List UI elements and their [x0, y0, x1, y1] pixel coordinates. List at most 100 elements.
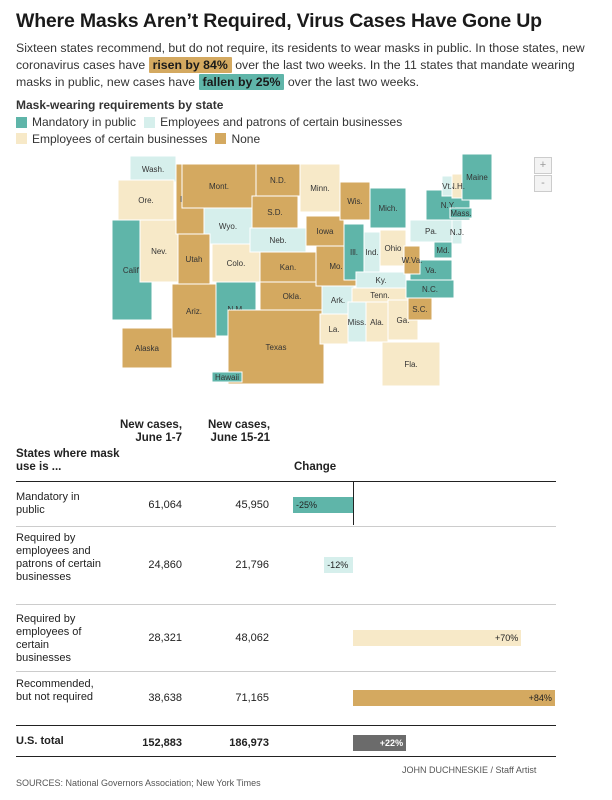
state-shape: [181, 163, 257, 209]
state-label: Colo.: [227, 259, 246, 268]
row-label: Required by employees of certain busines…: [16, 613, 82, 664]
zero-axis: [353, 481, 354, 525]
state-label: Nev.: [151, 247, 167, 256]
state-shape: [461, 153, 493, 201]
state-label: S.D.: [267, 208, 283, 217]
state-shape: [319, 313, 349, 345]
state-label: Ga.: [397, 316, 410, 325]
legend-title: Mask-wearing requirements by state: [16, 98, 224, 112]
state-label: S.C.: [412, 305, 428, 314]
row-divider: [16, 526, 556, 527]
state-label: N.H.: [449, 182, 465, 191]
legend-label: Mandatory in public: [32, 115, 137, 129]
state-label: Va.: [425, 266, 436, 275]
state-label: Ore.: [138, 196, 154, 205]
change-label: -12%: [327, 560, 349, 570]
legend-item: Employees of certain businesses: [16, 131, 207, 147]
state-label: Vt.: [442, 182, 452, 191]
highlight-fallen: fallen by 25%: [198, 74, 285, 90]
legend-swatch: [16, 116, 27, 128]
state-shape: [339, 181, 371, 221]
state-label: La.: [328, 325, 339, 334]
state-label: Wis.: [347, 197, 363, 206]
state-shape: [451, 219, 463, 245]
state-shape: [211, 371, 243, 383]
state-label: Miss.: [348, 318, 367, 327]
col-head-june-1-7: New cases, June 1-7: [120, 419, 183, 444]
headline: Where Masks Aren’t Required, Virus Cases…: [16, 10, 542, 32]
row-divider: [16, 671, 556, 672]
state-label: Neb.: [270, 236, 287, 245]
state-label: N.J.: [450, 228, 464, 237]
col-head-change: Change: [294, 461, 337, 473]
state-label: Minn.: [310, 184, 330, 193]
change-label: +84%: [528, 693, 552, 703]
zoom-in-button[interactable]: +: [534, 157, 552, 174]
total-row-label: U.S. total: [16, 735, 64, 747]
header-rule: [16, 481, 556, 482]
legend-swatch: [144, 116, 156, 128]
state-label: Maine: [466, 173, 488, 182]
bottom-rule: [16, 756, 556, 757]
state-label: Md.: [436, 246, 449, 255]
legend-label: Employees and patrons of certain busines…: [160, 115, 403, 129]
state-label: N.Y.: [441, 201, 456, 210]
change-bar: [353, 735, 406, 751]
state-label: Pa.: [425, 227, 437, 236]
state-label: Ind.: [365, 248, 378, 257]
state-label: N.C.: [422, 285, 438, 294]
cell-june-15-21: 21,796: [235, 559, 269, 571]
change-bar: [353, 630, 521, 646]
credit: JOHN DUCHNESKIE / Staff Artist: [402, 765, 537, 775]
us-state-map: Wash.Ore.Calif.Nev.IdahoMont.Wyo.UtahCol…: [111, 153, 493, 387]
state-shape: [121, 327, 173, 369]
change-bar: [353, 690, 555, 706]
state-shape: [369, 187, 407, 229]
state-label: Ark.: [331, 296, 345, 305]
change-label: -25%: [296, 500, 318, 510]
state-label: Mass.: [450, 209, 471, 218]
cell-june-15-21: 71,165: [235, 692, 269, 704]
legend-label: Employees of certain businesses: [32, 131, 208, 146]
state-shape: [381, 341, 441, 387]
state-label: Wash.: [142, 165, 164, 174]
row-label: Mandatory in public: [16, 491, 80, 516]
col-head-states: States where mask use is ...: [16, 448, 120, 473]
state-shape: [259, 251, 317, 283]
state-label: Okla.: [283, 292, 302, 301]
cell-june-15-21: 45,950: [235, 499, 269, 511]
legend: Mandatory in public Employees and patrons…: [16, 114, 436, 147]
row-label: Recommended, but not required: [16, 678, 94, 703]
state-label: Kan.: [280, 263, 296, 272]
state-label: Texas: [266, 343, 287, 352]
state-label: Ohio: [385, 244, 402, 253]
state-shape: [259, 281, 325, 311]
state-shape: [403, 245, 421, 275]
state-shape: [255, 163, 301, 197]
zoom-out-button[interactable]: -: [534, 175, 552, 192]
state-shape: [117, 179, 175, 221]
legend-item: Mandatory in public: [16, 114, 136, 130]
state-label: W.Va.: [402, 256, 423, 265]
state-label: N.D.: [270, 176, 286, 185]
state-shape: [177, 233, 211, 285]
state-label: Calif.: [123, 266, 141, 275]
legend-item: None: [215, 131, 260, 147]
row-divider: [16, 725, 556, 726]
change-bar: [293, 497, 353, 513]
cell-june-1-7: 38,638: [148, 692, 182, 704]
cell-june-1-7: 24,860: [148, 559, 182, 571]
cell-june-1-7: 28,321: [148, 632, 182, 644]
cell-june-1-7: 152,883: [142, 737, 182, 749]
state-label: Hawaii: [215, 373, 239, 382]
intro-part-3: over the last two weeks.: [287, 75, 420, 89]
state-label: Iowa: [317, 227, 334, 236]
intro-part-1: Sixteen states recommend, but do not req…: [16, 41, 585, 72]
state-label: Wyo.: [219, 222, 237, 231]
cell-june-15-21: 186,973: [229, 737, 269, 749]
row-divider: [16, 604, 556, 605]
col-head-june-15-21: New cases, June 15-21: [208, 419, 271, 444]
state-shape: [433, 241, 453, 259]
state-shape: [227, 309, 325, 385]
cell-june-1-7: 61,064: [148, 499, 182, 511]
